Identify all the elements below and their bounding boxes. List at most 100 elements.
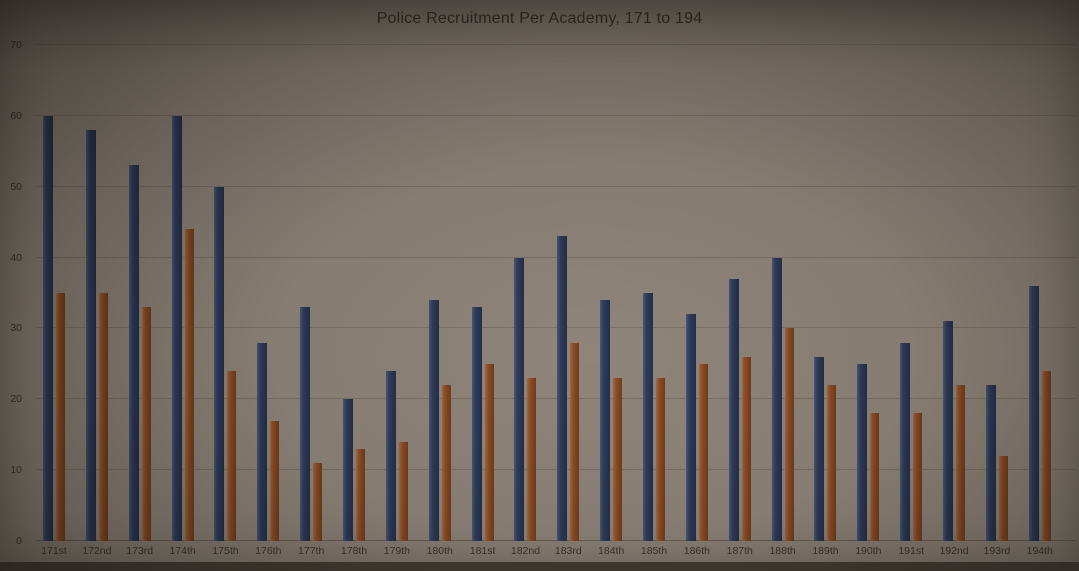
bar-series_2 [698,363,708,541]
x-axis-category-label: 181st [469,545,496,557]
x-axis-category-label: 186th [683,545,711,557]
bar-series_1 [557,236,568,541]
chart-title: Police Recruitment Per Academy, 171 to 1… [376,10,703,27]
bar-series_1 [300,307,311,541]
bars-layer: 171st 172nd 173rd 174th 175th 176th 177th 178th… [36,45,1076,556]
bar-series_1 [214,186,225,541]
bar-group: 176th [255,45,281,556]
bar-series_2 [184,229,194,541]
bar-series_2 [141,307,151,541]
bar-series_2 [870,413,880,541]
bar-group: 184th [598,45,624,556]
bar-group: 193rd [983,45,1010,556]
bar-series_1 [857,363,868,541]
bar-series_2 [913,413,923,541]
screen-bottom-bezel [0,562,1079,571]
x-axis-category-label: 185th [640,545,668,557]
bar-group: 183rd [555,45,582,556]
bar-series_1 [985,385,996,541]
bar-group: 181st [470,45,495,556]
bar-series_1 [43,115,53,541]
bar-group: 182nd [511,45,540,556]
bar-series_2 [1041,370,1051,541]
x-axis-category-label: 183rd [554,545,582,557]
bar-series_2 [527,378,537,541]
x-axis-category-label: 177th [298,545,325,557]
bar-series_1 [728,278,739,541]
bar-series_2 [356,448,366,541]
bar-series_2 [613,378,623,541]
x-axis-category-label: 173rd [126,545,154,557]
x-axis-category-label: 190th [855,545,882,557]
bar-group: 187th [727,45,753,556]
bar-group: 186th [684,45,710,556]
x-axis-category-label: 191st [898,545,925,557]
bar-series_1 [943,321,954,541]
bar-group: 175th [212,45,239,556]
bar-series_1 [128,165,139,541]
bar-series_1 [600,300,611,541]
y-axis-tick-label: 0 [16,534,22,547]
y-axis-tick-label: 70 [10,38,22,51]
y-axis: 0 10 20 30 40 50 60 70 [0,40,22,546]
bar-group: 171st [41,45,67,556]
bar-series_1 [643,293,654,541]
bar-series_2 [570,342,580,541]
bar-group: 180th [427,45,453,556]
bar-series_1 [471,307,482,541]
x-axis-category-label: 178th [340,545,368,557]
bar-series_1 [685,314,696,541]
bar-series_1 [385,370,396,541]
bar-series_2 [441,385,451,541]
y-axis-tick-label: 30 [10,322,22,335]
bar-series_1 [85,130,96,541]
y-axis-tick-label: 10 [10,463,22,476]
bar-series_1 [514,257,525,541]
x-axis-category-label: 184th [598,545,625,557]
bar-group: 192nd [939,45,969,556]
bar-series_2 [998,455,1008,541]
bar-series_2 [784,328,794,541]
bar-series_2 [956,385,966,541]
bar-series_2 [656,378,666,541]
bar-series_1 [257,342,268,541]
y-axis-tick-label: 20 [10,393,22,406]
bar-group: 173rd [126,45,153,556]
x-axis-category-label: 174th [169,545,196,557]
x-axis-category-label: 180th [426,545,453,557]
bar-series_2 [827,385,837,541]
bar-series_1 [900,342,911,541]
bar-group: 172nd [82,45,111,556]
bar-series_1 [171,115,182,541]
bar-series_2 [270,420,280,541]
bar-series_2 [227,370,237,541]
x-axis-category-label: 187th [726,545,753,557]
bar-series_2 [313,463,323,541]
x-axis-category-label: 192nd [939,545,969,557]
y-axis-tick-label: 60 [10,109,22,122]
bar-series_2 [398,441,408,541]
x-axis-category-label: 189th [812,545,839,557]
x-axis-category-label: 193rd [983,545,1011,557]
bar-group: 177th [298,45,324,556]
bar-group: 178th [341,45,367,556]
bar-series_1 [343,399,354,541]
bar-group: 190th [855,45,881,556]
x-axis-category-label: 182nd [510,545,541,557]
bar-series_2 [484,363,494,541]
bar-group: 191st [898,45,924,556]
x-axis-category-label: 176th [255,545,282,557]
bar-group: 188th [769,45,796,556]
bar-series_1 [771,257,782,541]
y-axis-tick-label: 50 [10,180,22,193]
bar-group: 174th [169,45,196,556]
bar-series_2 [98,293,108,541]
bar-series_1 [428,300,439,541]
x-axis-category-label: 172nd [82,545,112,557]
x-axis-category-label: 179th [383,545,411,557]
bar-group: 179th [384,45,410,556]
bar-group: 194th [1027,45,1053,556]
y-axis-tick-label: 40 [10,251,22,264]
x-axis-category-label: 188th [769,545,796,557]
